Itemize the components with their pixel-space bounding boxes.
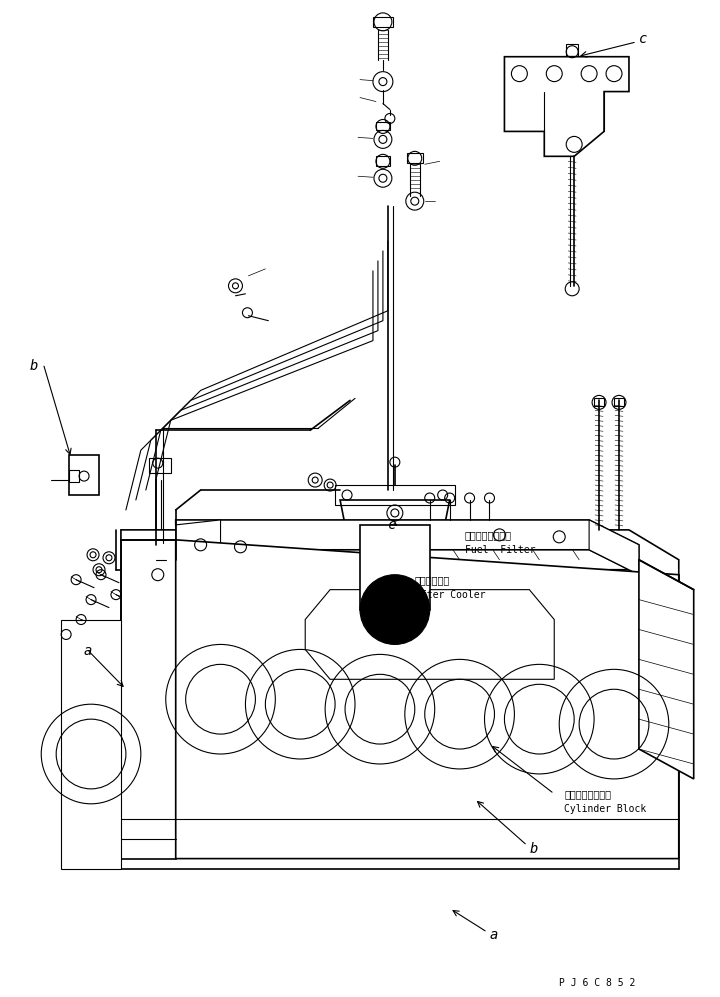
Polygon shape	[305, 589, 554, 679]
Bar	[373, 17, 393, 27]
Polygon shape	[505, 57, 629, 157]
Polygon shape	[589, 519, 639, 574]
Polygon shape	[340, 499, 450, 524]
Polygon shape	[121, 529, 679, 599]
Text: b: b	[30, 359, 37, 373]
Bar	[360, 524, 430, 609]
Text: a: a	[490, 928, 498, 942]
Bar	[149, 459, 171, 474]
Text: Fuel  Filter: Fuel Filter	[464, 544, 535, 554]
Circle shape	[360, 574, 430, 644]
Text: Cylinder Block: Cylinder Block	[564, 804, 647, 814]
Bar	[376, 157, 390, 166]
Bar	[69, 471, 79, 483]
Bar	[407, 154, 423, 164]
Text: After Cooler: After Cooler	[415, 589, 485, 599]
Bar	[566, 44, 578, 56]
Text: c: c	[388, 517, 396, 532]
Polygon shape	[176, 539, 679, 858]
Polygon shape	[176, 519, 639, 574]
Polygon shape	[176, 519, 220, 549]
Text: a: a	[83, 644, 91, 658]
Bar	[69, 456, 99, 496]
Text: b: b	[529, 841, 538, 855]
Text: フェエルフィルタ: フェエルフィルタ	[464, 529, 512, 540]
Polygon shape	[639, 559, 693, 779]
Text: アフタクーラ: アフタクーラ	[415, 574, 450, 584]
Bar	[614, 399, 624, 407]
Polygon shape	[121, 539, 176, 858]
Bar	[376, 123, 390, 131]
Text: P J 6 C 8 5 2: P J 6 C 8 5 2	[559, 978, 636, 988]
Text: c: c	[639, 32, 647, 46]
Bar	[335, 486, 454, 504]
Polygon shape	[61, 619, 121, 868]
Bar	[594, 399, 604, 407]
Text: シリンダブロック: シリンダブロック	[564, 789, 611, 799]
